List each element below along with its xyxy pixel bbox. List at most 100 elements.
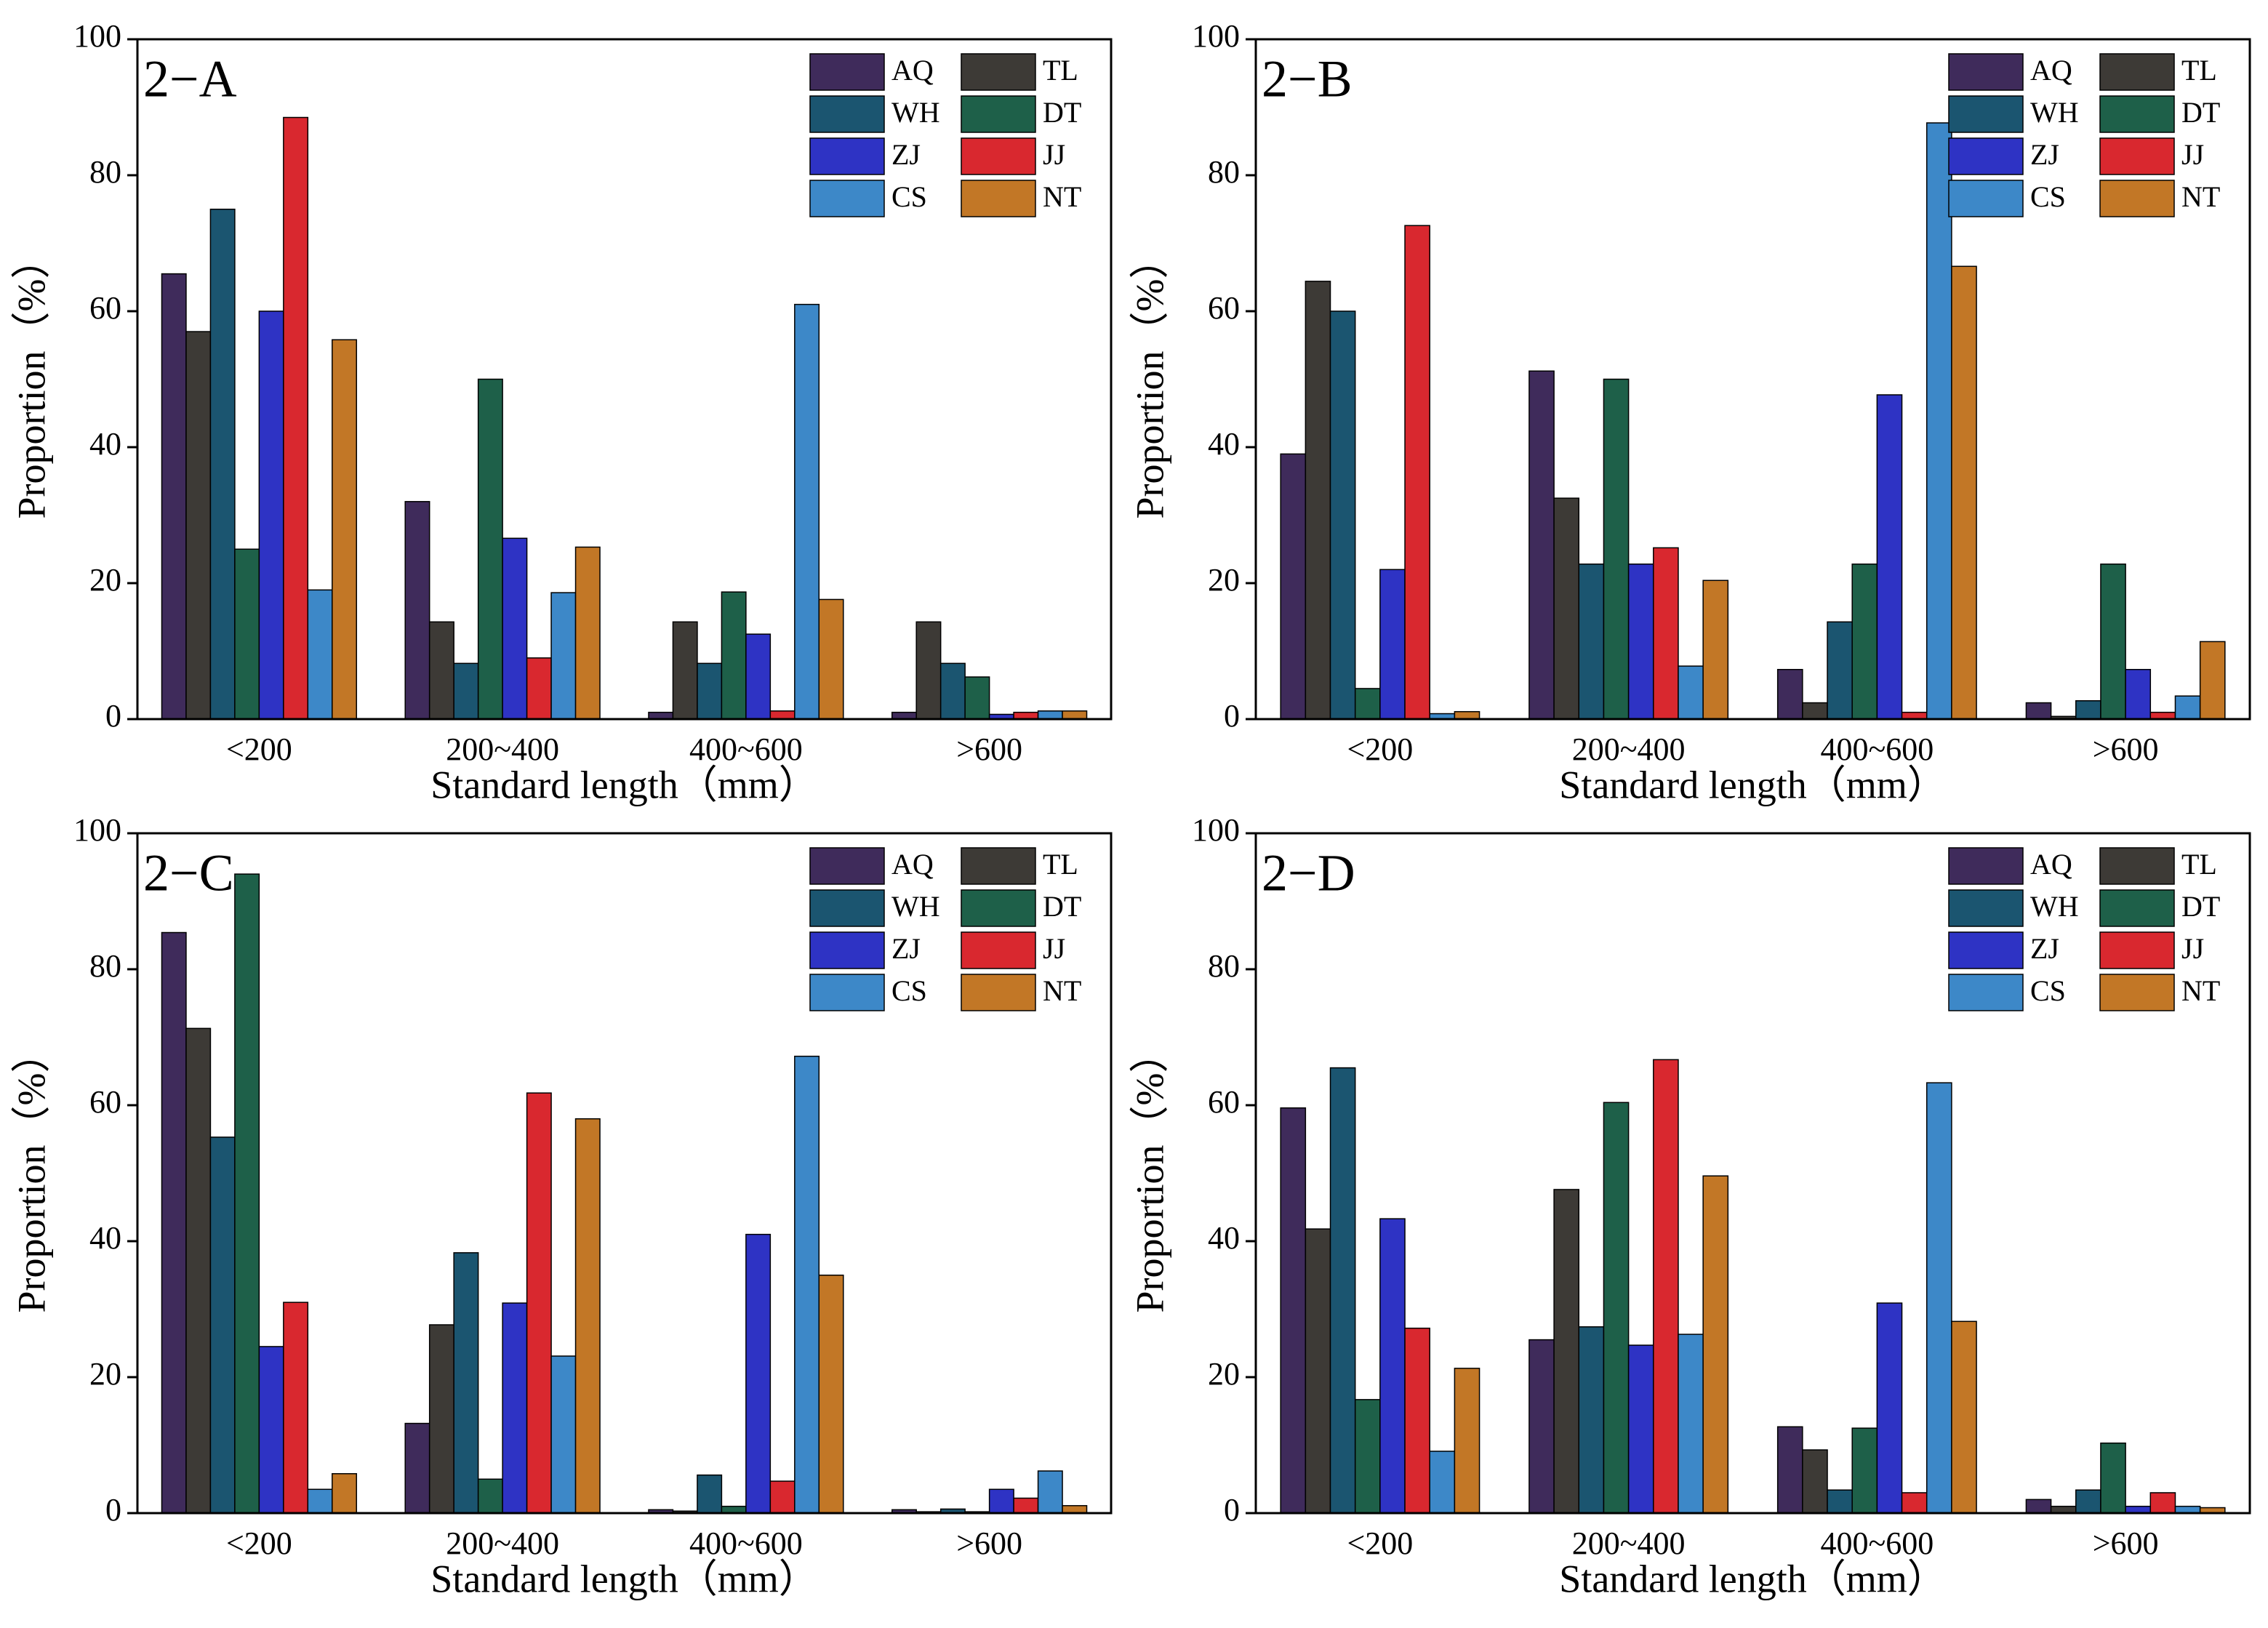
bar [502,537,528,720]
legend-swatch [809,931,885,969]
bar [1454,1368,1480,1514]
panel-title: 2−A [143,50,237,108]
y-tick-label: 80 [1208,154,1240,190]
plot-frame [1254,38,2251,721]
bar [1851,1427,1878,1514]
bar [1627,1344,1654,1514]
y-tick-label: 40 [89,426,121,462]
legend-swatch [1948,974,2024,1011]
x-tick-label: 400~600 [1820,1525,1934,1561]
bar [209,1136,236,1514]
legend-label: CS [891,974,927,1007]
bar [1901,1492,1928,1514]
bar [1802,702,1828,720]
x-tick-label: <200 [226,731,292,767]
bar [1280,1107,1307,1514]
bar [1454,710,1480,720]
y-tick-label: 60 [89,290,121,326]
bar [1528,1339,1555,1514]
legend-label: CS [2030,974,2066,1007]
legend-label: JJ [2181,932,2204,965]
bar [818,598,844,720]
bar [1062,710,1088,720]
panel-title: 2−D [1262,844,1355,902]
bar [550,1355,577,1514]
y-tick-label: 100 [1192,18,1240,54]
legend-swatch [1948,137,2024,175]
legend-label: TL [2181,848,2217,881]
bar [769,710,796,720]
x-tick-label: >600 [2093,1525,2159,1561]
legend-swatch [961,889,1036,927]
y-axis-title: Proportion（%） [9,240,53,519]
y-tick-label: 0 [1224,698,1240,734]
bar [697,662,723,720]
bar [1876,1302,1903,1514]
x-tick-label: >600 [956,1525,1022,1561]
y-axis-title: Proportion（%） [1128,1034,1171,1313]
bar [1037,710,1063,720]
x-tick-label: 200~400 [1572,1525,1686,1561]
legend-swatch [961,974,1036,1011]
y-tick-label: 40 [1208,1220,1240,1256]
bar [1776,668,1803,720]
bar [1037,1470,1063,1514]
plot-frame [136,832,1113,1515]
legend-label: CS [2030,180,2066,213]
bar [2025,1499,2052,1514]
bar [161,273,187,720]
bar [1404,225,1430,720]
bar [404,1422,430,1514]
legend-swatch [809,95,885,133]
legend-swatch [2099,847,2175,885]
bar [1776,1426,1803,1514]
legend-swatch [2099,53,2175,91]
bar [1926,122,1952,720]
bar [283,1302,309,1514]
bar [574,546,601,720]
legend-label: TL [2181,54,2217,87]
bar [1429,1451,1456,1514]
bar [1379,1218,1406,1514]
legend-label: ZJ [891,138,921,171]
bar [1013,1497,1039,1514]
bar [672,621,698,720]
y-tick-label: 20 [1208,1356,1240,1392]
bar [1329,1067,1356,1514]
bar [453,662,479,720]
bar [964,676,990,720]
legend-swatch [2099,180,2175,217]
legend-label: DT [1043,890,1081,923]
legend-swatch [961,931,1036,969]
bar [2100,1442,2126,1514]
bar [1354,1399,1381,1514]
legend-swatch [1948,889,2024,927]
bar [1627,564,1654,720]
legend-label: JJ [1043,138,1065,171]
legend-swatch [2099,137,2175,175]
legend-swatch [961,95,1036,133]
legend-swatch [961,180,1036,217]
bar [2025,702,2052,720]
y-tick-label: 80 [89,154,121,190]
bar [1926,1082,1952,1514]
bar [794,303,820,720]
x-axis-title: Standard length（mm） [430,1557,817,1600]
bar [1951,265,1977,720]
legend-label: AQ [891,54,934,87]
bar [1305,281,1331,720]
bar [574,1118,601,1514]
bar [502,1302,528,1514]
y-tick-label: 80 [89,948,121,984]
bar [1305,1228,1331,1514]
bar [915,621,942,720]
bar [234,548,260,720]
bar [307,589,333,720]
x-tick-label: 200~400 [446,1525,559,1561]
bar [1329,310,1356,720]
bar [1951,1320,1977,1514]
bar [2075,1489,2101,1514]
bar [745,633,772,720]
y-tick-label: 100 [73,812,121,848]
bar [1379,569,1406,720]
